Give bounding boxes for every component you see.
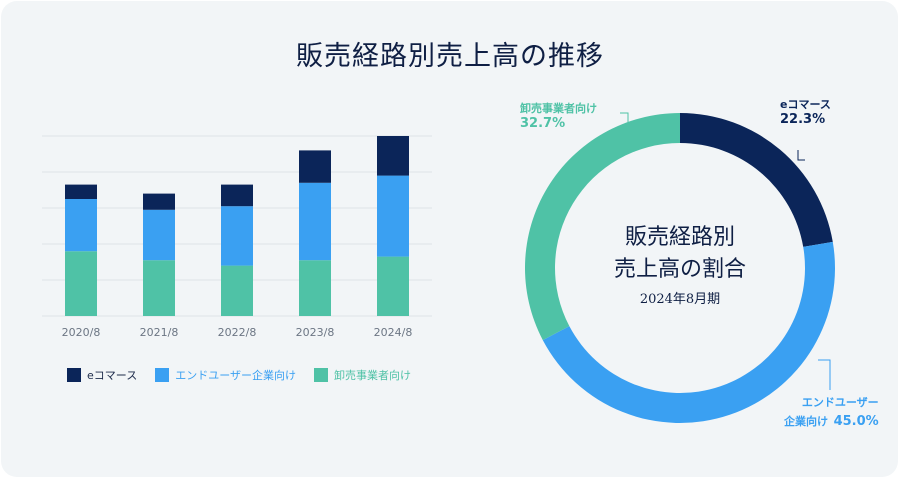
- legend-item-wholesale: 卸売事業者向け: [314, 367, 411, 383]
- bar-wholesale: [65, 251, 97, 316]
- donut-center-line2: 売上高の割合: [613, 257, 746, 282]
- leader-line-end-user: [818, 359, 831, 390]
- bar-wholesale: [299, 260, 331, 316]
- leader-line-ecommerce: [797, 150, 805, 161]
- donut-label-wholesale-name: 卸売事業者向け: [520, 102, 597, 115]
- bar-wholesale: [143, 260, 175, 316]
- legend-label-wholesale: 卸売事業者向け: [334, 369, 411, 382]
- bar-end-user: [65, 199, 97, 252]
- page-title: 販売経路別売上高の推移: [296, 41, 604, 72]
- donut-label-ecommerce-value: 22.3%: [780, 112, 826, 127]
- bar-end-user: [377, 175, 409, 257]
- donut-label-wholesale: 卸売事業者向け 32.7%: [520, 100, 597, 131]
- donut-center-period: 2024年8月期: [639, 292, 721, 307]
- bar-end-user: [143, 209, 175, 261]
- legend-label-ecommerce: eコマース: [87, 369, 138, 382]
- donut-label-end-user-value: 45.0%: [833, 414, 879, 429]
- legend-item-end-user: エンドユーザー企業向け: [155, 367, 296, 383]
- x-tick-label: 2024/8: [374, 326, 413, 339]
- bar-end-user: [221, 206, 253, 266]
- bar-ecommerce: [377, 136, 409, 176]
- donut-label-ecommerce-name: eコマース: [780, 98, 831, 111]
- slice-end-user: [542, 241, 835, 424]
- bar-legend: eコマース エンドユーザー企業向け 卸売事業者向け: [67, 367, 429, 383]
- x-tick-label: 2023/8: [296, 326, 335, 339]
- donut-label-end-user-name1: エンドユーザー: [801, 396, 879, 409]
- donut-center-line1: 販売経路別: [624, 225, 735, 250]
- legend-swatch-wholesale: [314, 368, 328, 382]
- bar-ecommerce: [65, 184, 97, 199]
- legend-swatch-end-user: [155, 368, 170, 382]
- bar-ecommerce: [299, 150, 331, 183]
- bar-ecommerce: [143, 193, 175, 210]
- donut-label-end-user: エンドユーザー 企業向け 45.0%: [784, 394, 879, 429]
- donut-center-text: 販売経路別 売上高の割合 2024年8月期: [580, 222, 780, 307]
- x-tick-label: 2020/8: [62, 326, 101, 339]
- x-tick-label: 2022/8: [218, 326, 257, 339]
- slice-ecommerce: [680, 113, 833, 247]
- legend-swatch-ecommerce: [67, 368, 81, 382]
- x-tick-label: 2021/8: [140, 326, 179, 339]
- bar-wholesale: [221, 265, 253, 316]
- donut-label-end-user-name2: 企業向け: [784, 415, 828, 428]
- slice-wholesale: [524, 113, 680, 341]
- bar-ecommerce: [221, 184, 253, 207]
- legend-item-ecommerce: eコマース: [67, 367, 137, 383]
- donut-label-wholesale-value: 32.7%: [520, 116, 566, 131]
- legend-label-end-user: エンドユーザー企業向け: [175, 369, 296, 382]
- bar-wholesale: [377, 256, 409, 316]
- leader-line-wholesale: [620, 112, 629, 122]
- donut-label-ecommerce: eコマース 22.3%: [780, 96, 831, 127]
- bar-end-user: [299, 182, 331, 261]
